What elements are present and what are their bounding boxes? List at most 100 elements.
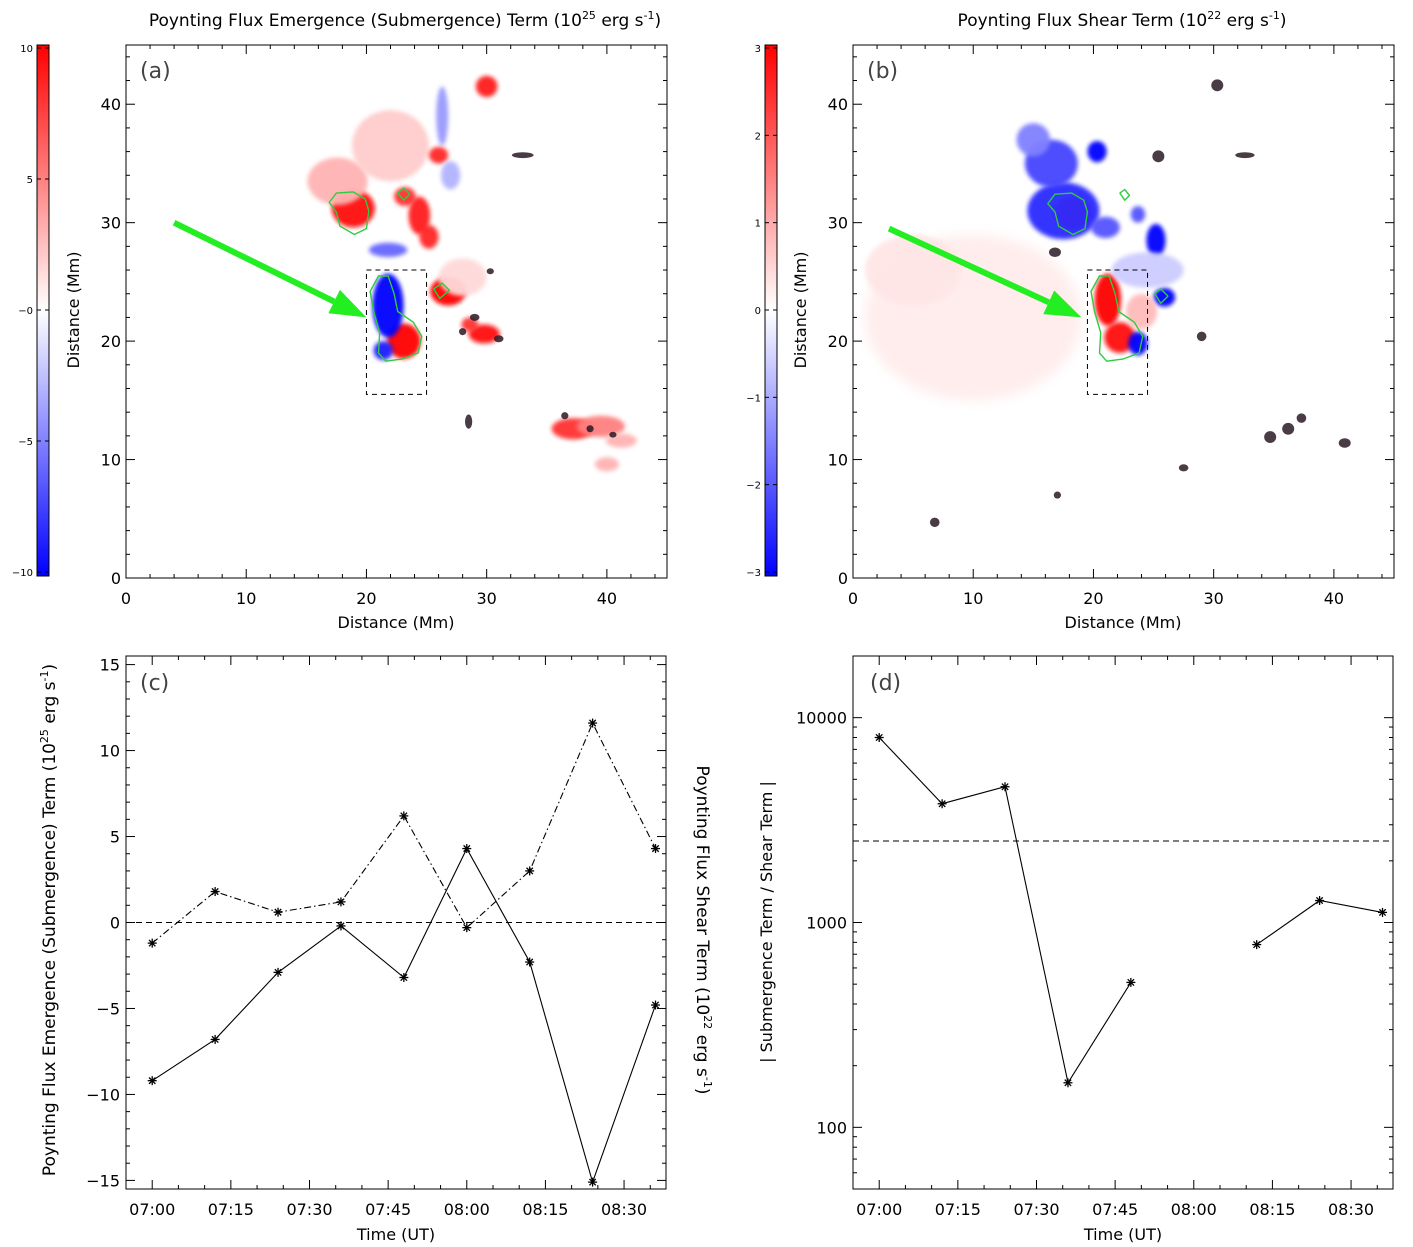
map-b-blob-14 xyxy=(865,234,962,306)
map-a-ytick-label-3: 30 xyxy=(101,214,121,233)
map-a-blob-12 xyxy=(372,273,404,338)
map-a-blob-8 xyxy=(475,75,498,98)
plot-d-segment-0-point-0 xyxy=(874,733,884,743)
map-b-ytick-label-4: 40 xyxy=(828,95,848,114)
map-a-xtick-label-0: 0 xyxy=(121,589,131,608)
colorbar-a-tick-label-3: −5 xyxy=(18,437,33,448)
map-b-dark-mark-0 xyxy=(1235,152,1255,159)
plot-d-ytick-label-0: 10000 xyxy=(796,709,847,728)
plot-c-xtick-label-3: 07:45 xyxy=(365,1200,411,1219)
map-a-dark-mark-5 xyxy=(561,412,569,420)
plot-c-series xyxy=(147,718,661,1187)
plot-c-ylabel-right: Poynting Flux Shear Term (1022 erg s-1) xyxy=(692,766,714,1095)
plot-c-xtick-label-0: 07:00 xyxy=(129,1200,175,1219)
plot-d-segment-1-point-2 xyxy=(1378,907,1388,917)
arrow-b-head xyxy=(1043,290,1082,318)
plot-c-xtick-label-2: 07:30 xyxy=(286,1200,332,1219)
panel-c-time-series: 07:00 07:15 07:30 07:45 08:00 08:15 08:30 15 10 5… xyxy=(38,655,714,1244)
map-b-xlabel: Distance (Mm) xyxy=(1065,613,1182,632)
map-a-xtick-label-2: 20 xyxy=(356,589,376,608)
colorbar-b-tick-label-6: −3 xyxy=(746,568,761,579)
plot-d-xtick-label-2: 07:30 xyxy=(1013,1200,1059,1219)
map-b-xtick-label-0: 0 xyxy=(848,589,858,608)
map-a-dark-mark-4 xyxy=(459,328,467,336)
colorbar-b-tick-label-4: −1 xyxy=(746,393,761,404)
map-b-ytick-label-1: 10 xyxy=(828,451,848,470)
plot-c-ytick-label-0: 15 xyxy=(100,656,120,675)
panel-b-label: (b) xyxy=(867,59,898,84)
map-b-blob-5 xyxy=(1091,216,1120,239)
colorbar-b-ticks: 3 2 1 0 −1 −2 −3 xyxy=(746,44,777,579)
map-a-axes: 0 10 20 30 40 0 10 20 30 40 xyxy=(101,45,667,608)
map-a-blob-20 xyxy=(594,457,619,472)
plot-d-xlabel: Time (UT) xyxy=(1083,1225,1162,1244)
plot-d-segment-0-point-4 xyxy=(1126,977,1136,987)
map-b-dark-mark-4 xyxy=(1264,431,1277,443)
plot-d-xtick-label-6: 08:30 xyxy=(1328,1200,1374,1219)
region-box-b xyxy=(1086,269,1149,395)
panel-b-shear-map: Poynting Flux Shear Term (1022 erg s-1) … xyxy=(746,9,1395,632)
panel-a-label: (a) xyxy=(140,59,171,84)
map-b-dark-mark-6 xyxy=(1296,413,1307,423)
map-a-dark-mark-3 xyxy=(493,335,504,343)
plot-c-ylabel-left: Poynting Flux Emergence (Submergence) Te… xyxy=(38,664,60,1176)
plot-c-ytick-label-5: −10 xyxy=(86,1085,120,1104)
plot-d-xtick-label-5: 08:15 xyxy=(1249,1200,1295,1219)
plot-c-series-1-point-0 xyxy=(147,938,157,948)
plot-d-xtick-label-4: 08:00 xyxy=(1171,1200,1217,1219)
plot-c-axes: 07:00 07:15 07:30 07:45 08:00 08:15 08:30 15 10 5… xyxy=(86,656,666,1219)
plot-d-ytick-label-1: 1000 xyxy=(806,914,847,933)
plot-c-ytick-label-3: 0 xyxy=(110,914,120,933)
plot-c-series-0-point-0 xyxy=(147,1076,157,1086)
colorbar-b-tick-label-5: −2 xyxy=(746,481,761,492)
colorbar-b-tick-label-0: 3 xyxy=(755,44,761,55)
plot-c-series-1-point-6 xyxy=(525,866,535,876)
map-b-dark-mark-10 xyxy=(1178,464,1189,472)
map-a-dark-mark-2 xyxy=(469,313,480,321)
map-a-ytick-label-0: 0 xyxy=(111,569,121,588)
map-a-contour-2 xyxy=(369,275,423,362)
map-b-contour-2 xyxy=(1090,275,1144,362)
colorbar-a-ticks: 10 5 −0 −5 −10 xyxy=(12,44,49,579)
colorbar-b-tick-label-1: 2 xyxy=(755,131,761,142)
plot-c-ytick-label-1: 10 xyxy=(100,742,120,761)
map-b-dark-mark-9 xyxy=(1053,491,1061,499)
map-b-dark-mark-11 xyxy=(1048,247,1061,258)
map-a-blob-13 xyxy=(373,341,393,361)
colorbar-a-tick-label-2: −0 xyxy=(18,306,33,317)
plot-d-series xyxy=(874,733,1388,1088)
colorbar-b-tick-label-3: 0 xyxy=(755,306,761,317)
map-b-xtick-label-3: 30 xyxy=(1203,589,1223,608)
map-a-ytick-label-1: 10 xyxy=(101,451,121,470)
map-b-xtick-label-1: 10 xyxy=(963,589,983,608)
map-a-dark-mark-6 xyxy=(586,425,594,433)
plot-c-series-0-point-2 xyxy=(273,967,283,977)
plot-d-axes: 07:00 07:15 07:30 07:45 08:00 08:15 08:30 10000… xyxy=(796,655,1393,1219)
map-a-blob-14 xyxy=(368,242,408,258)
map-a-dark-mark-0 xyxy=(511,152,534,159)
panel-c-label: (c) xyxy=(140,671,169,696)
map-a-dark-mark-1 xyxy=(486,268,494,275)
colorbar-a-tick-label-4: −10 xyxy=(12,568,33,579)
colorbar-b-label: Distance (Mm) xyxy=(791,252,810,369)
panel-a-title: Poynting Flux Emergence (Submergence) Te… xyxy=(149,9,661,31)
plot-c-series-0-point-5 xyxy=(462,844,472,854)
map-a-contour-3 xyxy=(433,282,451,300)
plot-c-xtick-label-5: 08:15 xyxy=(522,1200,568,1219)
colorbar-b-tick-label-2: 1 xyxy=(755,219,761,230)
plot-c-series-0-point-3 xyxy=(336,921,346,931)
map-b-flux-blobs xyxy=(865,123,1184,401)
plot-c-series-0-point-8 xyxy=(651,1000,661,1010)
plot-c-series-1-point-5 xyxy=(462,923,472,933)
plot-c-series-1-point-2 xyxy=(273,907,283,917)
plot-c-series-0-point-7 xyxy=(588,1177,598,1187)
map-b-blob-11 xyxy=(1128,331,1148,356)
map-a-xtick-label-1: 10 xyxy=(236,589,256,608)
plot-d-frame xyxy=(852,655,1394,1190)
map-a-dark-mark-8 xyxy=(465,414,473,429)
map-b-blob-1 xyxy=(1027,182,1100,240)
plot-c-series-1-line xyxy=(151,721,656,944)
plot-d-ytick-label-2: 100 xyxy=(816,1118,847,1137)
plot-c-xlabel: Time (UT) xyxy=(356,1225,435,1244)
map-b-dark-mark-2 xyxy=(1211,79,1224,92)
